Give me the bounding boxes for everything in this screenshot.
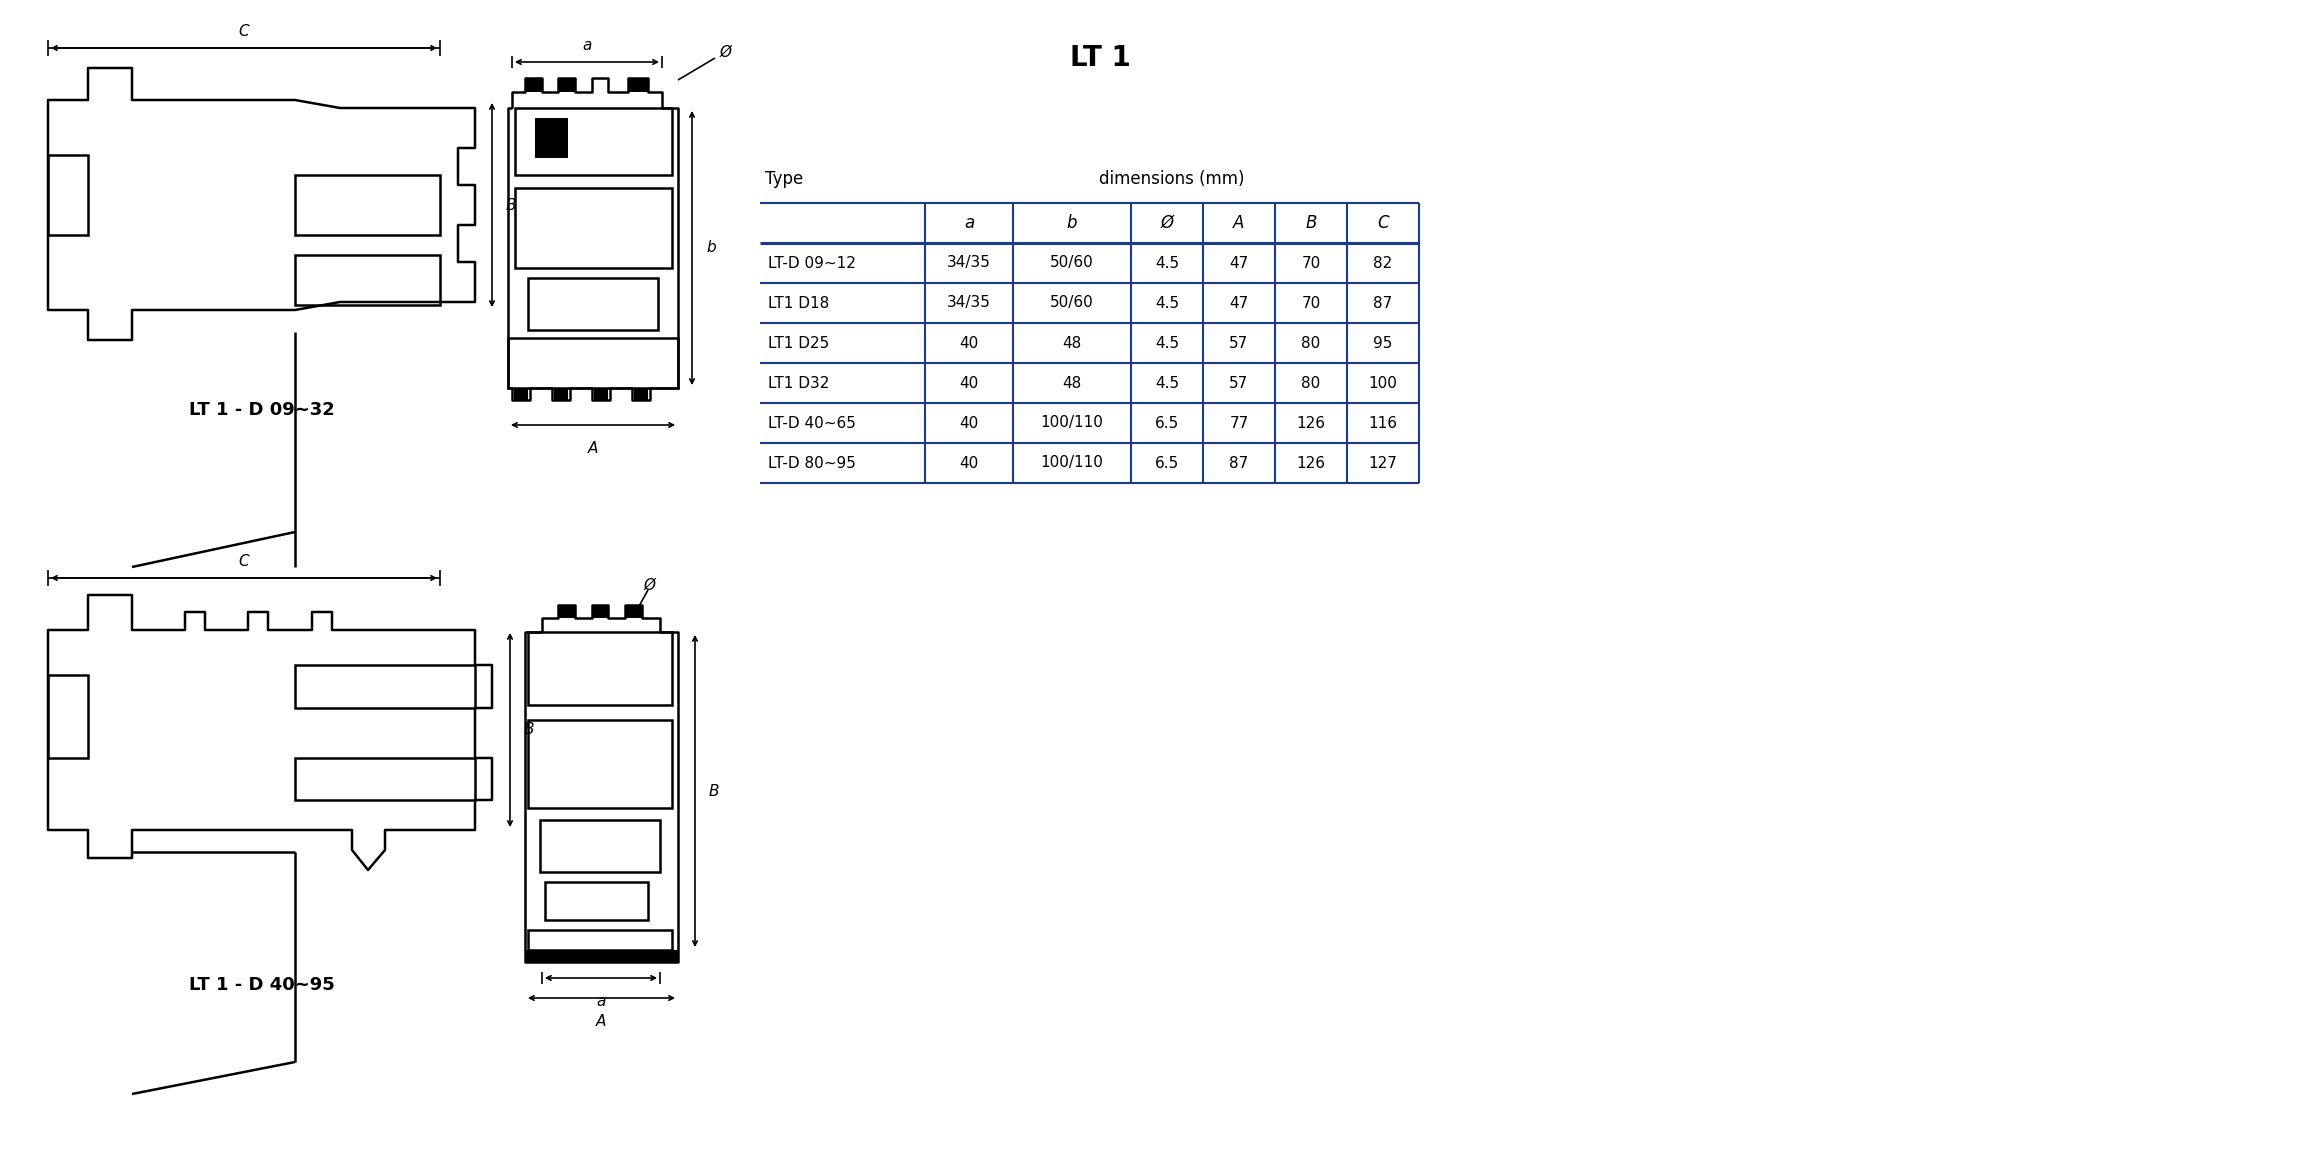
Bar bbox=[529, 278, 658, 330]
Text: 34/35: 34/35 bbox=[946, 295, 990, 310]
Bar bbox=[554, 388, 568, 400]
Bar bbox=[295, 665, 475, 708]
Bar bbox=[625, 605, 642, 618]
Text: LT1 D18: LT1 D18 bbox=[769, 295, 829, 310]
Bar bbox=[515, 388, 529, 400]
Text: 87: 87 bbox=[1373, 295, 1392, 310]
Bar bbox=[545, 882, 649, 920]
Text: Type: Type bbox=[764, 170, 803, 188]
Text: LT 1 - D 09~32: LT 1 - D 09~32 bbox=[189, 401, 335, 419]
Text: LT1 D25: LT1 D25 bbox=[769, 336, 829, 351]
Text: 40: 40 bbox=[960, 336, 979, 351]
Bar bbox=[628, 78, 649, 92]
Text: 95: 95 bbox=[1373, 336, 1392, 351]
Bar bbox=[48, 155, 88, 235]
Text: 50/60: 50/60 bbox=[1050, 256, 1094, 271]
Text: 4.5: 4.5 bbox=[1154, 375, 1179, 390]
Text: 77: 77 bbox=[1230, 416, 1249, 430]
Bar bbox=[529, 632, 672, 705]
Text: 4.5: 4.5 bbox=[1154, 336, 1179, 351]
Text: LT-D 80~95: LT-D 80~95 bbox=[769, 456, 856, 471]
Text: 100/110: 100/110 bbox=[1041, 456, 1103, 471]
Text: 100: 100 bbox=[1369, 375, 1396, 390]
Text: 116: 116 bbox=[1369, 416, 1399, 430]
Text: 57: 57 bbox=[1230, 375, 1249, 390]
Text: 100/110: 100/110 bbox=[1041, 416, 1103, 430]
Text: C: C bbox=[1378, 214, 1389, 232]
Text: B: B bbox=[524, 723, 535, 738]
Text: a: a bbox=[582, 38, 591, 53]
Bar bbox=[529, 930, 672, 951]
Text: 126: 126 bbox=[1297, 416, 1325, 430]
Bar bbox=[593, 388, 607, 400]
Text: 80: 80 bbox=[1302, 336, 1320, 351]
Text: 82: 82 bbox=[1373, 256, 1392, 271]
Bar bbox=[655, 951, 674, 962]
Bar bbox=[515, 188, 672, 268]
Text: LT 1 - D 40~95: LT 1 - D 40~95 bbox=[189, 976, 335, 994]
Bar bbox=[529, 720, 672, 808]
Bar bbox=[295, 758, 475, 799]
Bar bbox=[524, 78, 542, 92]
Bar bbox=[295, 254, 441, 304]
Bar bbox=[559, 605, 575, 618]
Text: 57: 57 bbox=[1230, 336, 1249, 351]
Text: 40: 40 bbox=[960, 456, 979, 471]
Bar bbox=[535, 119, 568, 158]
Bar bbox=[524, 951, 679, 962]
Bar bbox=[614, 951, 639, 962]
Bar bbox=[295, 175, 441, 235]
Text: C: C bbox=[238, 554, 249, 569]
Text: 87: 87 bbox=[1230, 456, 1249, 471]
Text: B: B bbox=[505, 198, 517, 213]
Text: 80: 80 bbox=[1302, 375, 1320, 390]
Bar bbox=[515, 108, 672, 175]
Text: Ø: Ø bbox=[644, 578, 655, 593]
Text: 4.5: 4.5 bbox=[1154, 256, 1179, 271]
Text: 4.5: 4.5 bbox=[1154, 295, 1179, 310]
Text: b: b bbox=[706, 241, 715, 256]
Text: a: a bbox=[595, 994, 605, 1009]
Text: 47: 47 bbox=[1230, 256, 1249, 271]
Text: Ø: Ø bbox=[720, 44, 732, 59]
Text: 47: 47 bbox=[1230, 295, 1249, 310]
Text: C: C bbox=[238, 24, 249, 40]
Text: 127: 127 bbox=[1369, 456, 1396, 471]
Text: 6.5: 6.5 bbox=[1154, 456, 1179, 471]
Text: A: A bbox=[1232, 214, 1244, 232]
Text: a: a bbox=[965, 214, 974, 232]
Text: A: A bbox=[595, 1014, 607, 1030]
Text: 70: 70 bbox=[1302, 256, 1320, 271]
Bar bbox=[591, 605, 607, 618]
Text: LT 1: LT 1 bbox=[1069, 44, 1131, 72]
Text: 6.5: 6.5 bbox=[1154, 416, 1179, 430]
Bar bbox=[570, 951, 595, 962]
Bar bbox=[531, 951, 554, 962]
Text: 126: 126 bbox=[1297, 456, 1325, 471]
Text: A: A bbox=[589, 442, 598, 456]
Text: Ø: Ø bbox=[1161, 214, 1172, 232]
Text: b: b bbox=[1066, 214, 1078, 232]
Bar bbox=[635, 388, 649, 400]
Text: LT-D 09~12: LT-D 09~12 bbox=[769, 256, 856, 271]
Text: dimensions (mm): dimensions (mm) bbox=[1099, 170, 1244, 188]
Text: 70: 70 bbox=[1302, 295, 1320, 310]
Text: 50/60: 50/60 bbox=[1050, 295, 1094, 310]
Bar bbox=[559, 78, 575, 92]
Bar bbox=[508, 338, 679, 388]
Text: B: B bbox=[709, 783, 720, 798]
Text: 48: 48 bbox=[1062, 375, 1082, 390]
Bar bbox=[48, 675, 88, 758]
Text: 40: 40 bbox=[960, 416, 979, 430]
Text: 40: 40 bbox=[960, 375, 979, 390]
Text: 34/35: 34/35 bbox=[946, 256, 990, 271]
Text: LT1 D32: LT1 D32 bbox=[769, 375, 829, 390]
Text: LT-D 40~65: LT-D 40~65 bbox=[769, 416, 856, 430]
Bar bbox=[540, 820, 660, 872]
Text: B: B bbox=[1306, 214, 1316, 232]
Text: 48: 48 bbox=[1062, 336, 1082, 351]
